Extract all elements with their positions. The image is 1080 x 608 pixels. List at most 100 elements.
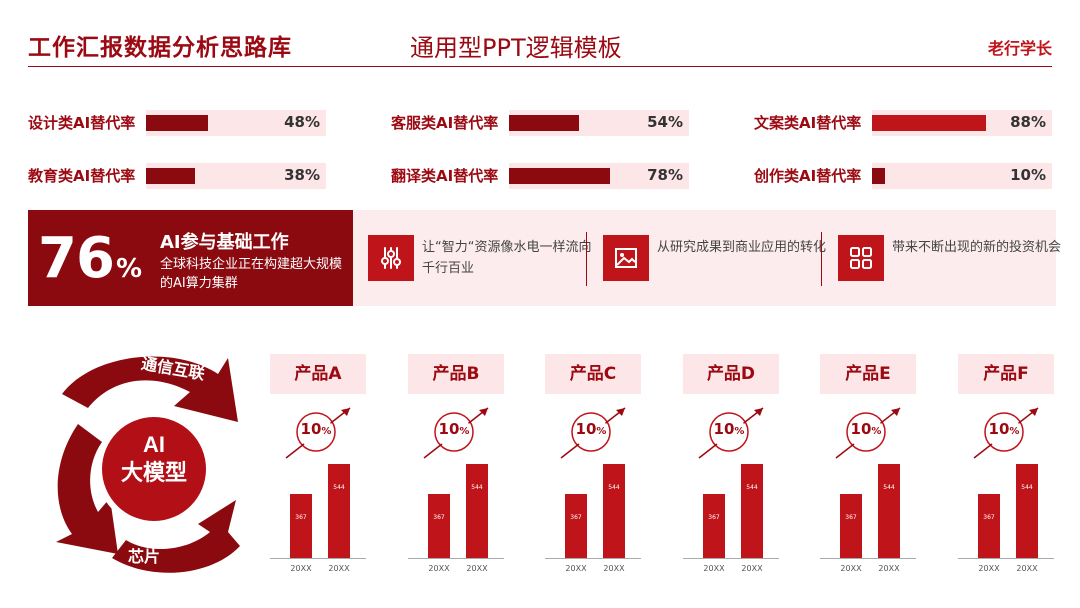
rate-label: 客服类AI替代率 bbox=[391, 114, 499, 132]
bar-value-label: 367 bbox=[570, 514, 582, 521]
bar-plot: 367 544 bbox=[683, 454, 779, 558]
rate-track: 54% bbox=[509, 110, 689, 136]
bar-value-label: 544 bbox=[471, 484, 483, 491]
growth-value: 10% bbox=[850, 420, 882, 438]
x-tick-label: 20XX bbox=[603, 564, 625, 573]
cycle-arrow-left bbox=[56, 424, 118, 554]
growth-arrow-icon bbox=[560, 407, 626, 459]
bar-value-label: 544 bbox=[333, 484, 345, 491]
growth-arrow-icon bbox=[285, 407, 351, 459]
x-tick-label: 20XX bbox=[466, 564, 488, 573]
x-tick-label: 20XX bbox=[1016, 564, 1038, 573]
rate-fill bbox=[146, 115, 208, 131]
growth-value: 10% bbox=[438, 420, 470, 438]
highlight-panel: 76 % AI参与基础工作 全球科技企业正在构建超大规模的AI算力集群 bbox=[28, 210, 353, 306]
rate-percent: 88% bbox=[1010, 113, 1046, 131]
x-axis bbox=[958, 558, 1054, 559]
x-axis bbox=[683, 558, 779, 559]
x-axis bbox=[270, 558, 366, 559]
growth-value: 10% bbox=[575, 420, 607, 438]
product-name: 产品B bbox=[408, 354, 504, 394]
growth-value: 10% bbox=[713, 420, 745, 438]
highlight-title: AI参与基础工作 bbox=[160, 232, 289, 253]
rate-track: 38% bbox=[146, 163, 326, 189]
bar-value-label: 544 bbox=[608, 484, 620, 491]
x-tick-label: 20XX bbox=[978, 564, 1000, 573]
rate-percent: 48% bbox=[284, 113, 320, 131]
cycle-label-bottom: 芯片 bbox=[128, 547, 160, 566]
page-title: 工作汇报数据分析思路库 bbox=[28, 35, 292, 61]
x-tick-label: 20XX bbox=[741, 564, 763, 573]
bar-plot: 367 544 bbox=[270, 454, 366, 558]
growth-arrow-icon bbox=[973, 407, 1039, 459]
x-tick-label: 20XX bbox=[428, 564, 450, 573]
cycle-center-line1: AI bbox=[143, 432, 165, 457]
bar-value-label: 544 bbox=[883, 484, 895, 491]
bar: 367 bbox=[703, 494, 725, 558]
rate-label: 翻译类AI替代率 bbox=[391, 167, 499, 185]
bar-plot: 367 544 bbox=[820, 454, 916, 558]
highlight-description: 全球科技企业正在构建超大规模的AI算力集群 bbox=[160, 257, 343, 291]
rate-label: 设计类AI替代率 bbox=[28, 114, 136, 132]
bar-value-label: 544 bbox=[1021, 484, 1033, 491]
bar-plot: 367 544 bbox=[958, 454, 1054, 558]
rate-fill bbox=[509, 168, 610, 184]
rate-percent: 10% bbox=[1010, 166, 1046, 184]
bar-plot: 367 544 bbox=[545, 454, 641, 558]
bar: 367 bbox=[428, 494, 450, 558]
header-divider bbox=[28, 66, 1052, 67]
bar-value-label: 544 bbox=[746, 484, 758, 491]
bar: 367 bbox=[565, 494, 587, 558]
rate-fill bbox=[872, 115, 986, 131]
product-name: 产品C bbox=[545, 354, 641, 394]
cycle-diagram: AI 大模型 通信互联 存储 芯片 bbox=[38, 354, 240, 573]
x-tick-label: 20XX bbox=[565, 564, 587, 573]
bar: 544 bbox=[741, 464, 763, 558]
x-tick-label: 20XX bbox=[328, 564, 350, 573]
bar: 544 bbox=[466, 464, 488, 558]
product-name: 产品F bbox=[958, 354, 1054, 394]
bar-value-label: 367 bbox=[295, 514, 307, 521]
rate-label: 教育类AI替代率 bbox=[28, 167, 136, 185]
bar: 367 bbox=[840, 494, 862, 558]
page-subtitle: 通用型PPT逻辑模板 bbox=[410, 34, 622, 62]
cycle-arrow-bottom bbox=[112, 500, 240, 573]
feature-text: 让“智力“资源像水电一样流向千行百业 bbox=[422, 240, 592, 276]
bar: 544 bbox=[1016, 464, 1038, 558]
rate-percent: 54% bbox=[647, 113, 683, 131]
bar-value-label: 367 bbox=[845, 514, 857, 521]
rate-track: 48% bbox=[146, 110, 326, 136]
bar: 367 bbox=[978, 494, 1000, 558]
growth-value: 10% bbox=[300, 420, 332, 438]
highlight-unit: % bbox=[116, 254, 143, 284]
rate-label: 创作类AI替代率 bbox=[754, 167, 862, 185]
bar: 367 bbox=[290, 494, 312, 558]
bar: 544 bbox=[603, 464, 625, 558]
growth-arrow-icon bbox=[423, 407, 489, 459]
rate-label: 文案类AI替代率 bbox=[754, 114, 862, 132]
growth-value: 10% bbox=[988, 420, 1020, 438]
feature-text: 从研究成果到商业应用的转化 bbox=[657, 240, 827, 255]
x-tick-label: 20XX bbox=[840, 564, 862, 573]
rate-fill bbox=[146, 168, 195, 184]
x-axis bbox=[408, 558, 504, 559]
rate-track: 78% bbox=[509, 163, 689, 189]
rate-percent: 78% bbox=[647, 166, 683, 184]
bar-plot: 367 544 bbox=[408, 454, 504, 558]
image-icon bbox=[603, 235, 649, 281]
grid-icon bbox=[838, 235, 884, 281]
rate-fill bbox=[509, 115, 579, 131]
brand-name: 老行学长 bbox=[987, 39, 1052, 58]
rate-percent: 38% bbox=[284, 166, 320, 184]
x-tick-label: 20XX bbox=[290, 564, 312, 573]
product-name: 产品E bbox=[820, 354, 916, 394]
feature-divider bbox=[821, 232, 822, 286]
feature-divider bbox=[586, 232, 587, 286]
rate-track: 88% bbox=[872, 110, 1052, 136]
bar: 544 bbox=[878, 464, 900, 558]
x-tick-label: 20XX bbox=[878, 564, 900, 573]
bar-value-label: 367 bbox=[708, 514, 720, 521]
rate-fill bbox=[872, 168, 885, 184]
product-name: 产品D bbox=[683, 354, 779, 394]
growth-arrow-icon bbox=[698, 407, 764, 459]
